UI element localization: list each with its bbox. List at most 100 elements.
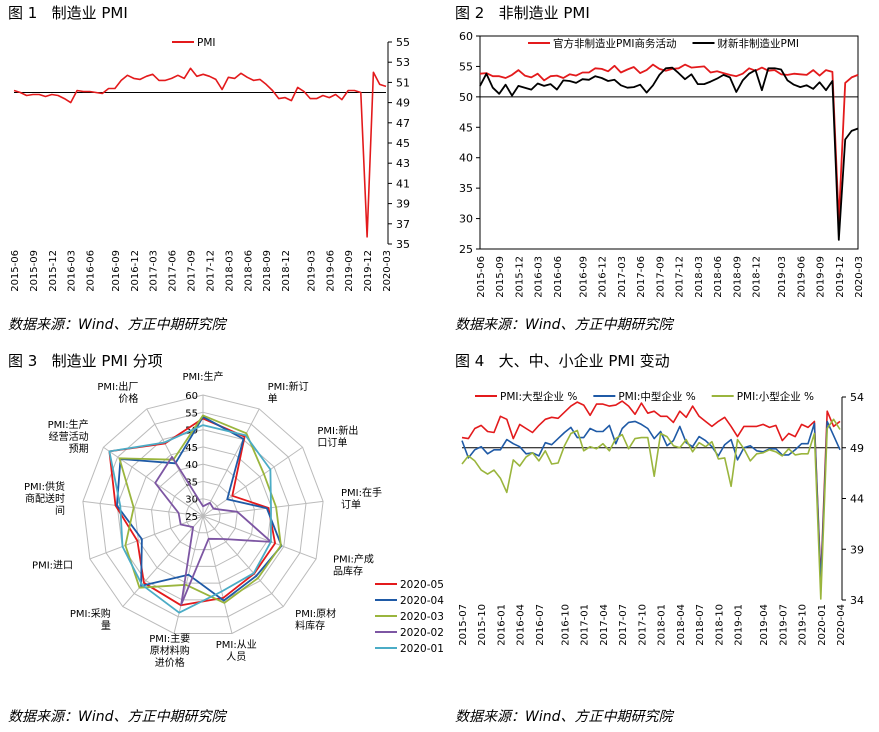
legend-label: 2020-03 [400, 611, 444, 623]
x-tick-label: 2017-10 [637, 604, 648, 646]
x-tick-label: 2016-09 [111, 250, 122, 292]
x-tick-label: 2020-04 [836, 604, 847, 646]
radar-series-line [116, 415, 283, 602]
radar-tick-label: 35 [185, 477, 198, 488]
x-tick-label: 2017-03 [149, 250, 160, 292]
y-tick-label: 49 [396, 97, 410, 110]
x-tick-label: 2017-03 [617, 256, 628, 298]
radar-grid-ring [82, 394, 324, 634]
figure-source: 数据来源：Wind、方正中期研究院 [455, 709, 673, 725]
x-tick-label: 2017-12 [205, 250, 216, 292]
radar-axis-label: PMI:进口 [32, 559, 73, 571]
x-tick-label: 2019-09 [816, 256, 827, 298]
radar-chart-pmi-components: 2530354045505560PMI:生产PMI:新订单PMI:新出口订单PM… [24, 370, 444, 669]
x-tick-label: 2015-12 [48, 250, 59, 292]
x-tick-label: 2016-10 [561, 604, 572, 646]
legend-label: PMI:小型企业 % [737, 390, 814, 403]
series-line [461, 418, 841, 600]
x-tick-label: 2019-03 [777, 256, 788, 298]
x-tick-label: 2018-12 [751, 256, 762, 298]
x-tick-label: 2016-06 [86, 250, 97, 292]
radar-axis-label: PMI:生产 [183, 370, 224, 383]
radar-spoke [202, 515, 233, 634]
x-tick-label: 2015-09 [29, 250, 40, 292]
radar-grid-ring [185, 498, 221, 534]
radar-tick-label: 30 [185, 495, 198, 506]
figure-title: 图 1 制造业 PMI [8, 4, 128, 22]
figure-source: 数据来源：Wind、方正中期研究院 [8, 709, 226, 725]
legend-label: PMI:中型企业 % [618, 390, 695, 403]
x-tick-label: 2015-09 [495, 256, 506, 298]
legend-label: 2020-02 [400, 627, 444, 639]
x-tick-label: 2020-03 [854, 256, 865, 298]
x-tick-label: 2018-09 [262, 250, 273, 292]
x-tick-label: 2018-06 [713, 256, 724, 298]
x-tick-label: 2017-12 [675, 256, 686, 298]
radar-axis-label: PMI:原材料库存 [295, 607, 336, 632]
x-tick-label: 2018-10 [714, 604, 725, 646]
x-tick-label: 2016-03 [534, 256, 545, 298]
figure-source: 数据来源：Wind、方正中期研究院 [8, 317, 226, 333]
x-tick-label: 2019-06 [325, 250, 336, 292]
legend-label: 2020-01 [400, 643, 444, 655]
y-tick-label: 34 [850, 594, 864, 607]
x-tick-label: 2018-04 [676, 604, 687, 646]
x-tick-label: 2018-01 [657, 604, 668, 646]
x-tick-label: 2016-07 [535, 604, 546, 646]
y-tick-label: 47 [396, 117, 410, 130]
radar-axis-label: PMI:新订单 [268, 380, 309, 405]
x-tick-label: 2019-09 [344, 250, 355, 292]
x-tick-label: 2017-04 [599, 604, 610, 646]
x-tick-label: 2016-01 [496, 604, 507, 646]
radar-axis-label: PMI:供货商配送时间 [24, 480, 65, 517]
legend-label: 2020-05 [400, 579, 444, 591]
legend-label: PMI [197, 37, 216, 49]
x-tick-label: 2016-12 [130, 250, 141, 292]
x-tick-label: 2019-01 [733, 604, 744, 646]
y-tick-label: 54 [850, 391, 864, 404]
y-tick-label: 45 [396, 137, 410, 150]
y-tick-label: 35 [459, 182, 473, 195]
y-tick-label: 44 [850, 493, 864, 506]
y-tick-label: 41 [396, 177, 410, 190]
y-tick-label: 43 [396, 157, 410, 170]
y-tick-label: 37 [396, 218, 410, 231]
radar-axis-label: PMI:在手订单 [341, 486, 382, 511]
y-tick-label: 49 [850, 442, 864, 455]
y-tick-label: 40 [459, 152, 473, 165]
x-tick-label: 2019-12 [363, 250, 374, 292]
radar-spoke [202, 515, 284, 607]
radar-spoke [202, 446, 303, 517]
x-tick-label: 2017-06 [168, 250, 179, 292]
x-tick-label: 2020-03 [382, 250, 393, 292]
y-tick-label: 53 [396, 56, 410, 69]
x-tick-label: 2017-01 [580, 604, 591, 646]
x-tick-label: 2019-06 [796, 256, 807, 298]
radar-grid-ring [133, 446, 273, 584]
radar-tick-label: 60 [185, 391, 198, 402]
radar-series-line [108, 424, 272, 614]
y-tick-label: 50 [459, 91, 473, 104]
y-tick-label: 39 [850, 543, 864, 556]
x-tick-label: 2016-03 [67, 250, 78, 292]
x-tick-label: 2015-12 [514, 256, 525, 298]
x-tick-label: 2015-06 [10, 250, 21, 292]
radar-axis-label: PMI:主要原材料购进价格 [149, 633, 190, 669]
radar-spoke [202, 408, 260, 517]
figure-source: 数据来源：Wind、方正中期研究院 [455, 317, 673, 333]
x-tick-label: 2019-07 [778, 604, 789, 646]
y-tick-label: 55 [459, 60, 473, 73]
radar-tick-label: 45 [185, 443, 198, 454]
x-tick-label: 2017-06 [636, 256, 647, 298]
x-tick-label: 2018-03 [694, 256, 705, 298]
line-chart-manufacturing-pmi: 35 37 39 41 43 45 47 49 51 53 55 2015-06 2015-09 2015… [10, 36, 410, 292]
y-tick-label: 51 [396, 76, 410, 89]
radar-axis-label: PMI:产成品库存 [333, 552, 374, 577]
radar-series-line [118, 414, 282, 604]
series-line [13, 67, 387, 238]
radar-spoke [202, 515, 317, 560]
y-tick-label: 25 [459, 243, 473, 256]
series-line [461, 400, 841, 581]
x-tick-label: 2015-07 [458, 604, 469, 646]
